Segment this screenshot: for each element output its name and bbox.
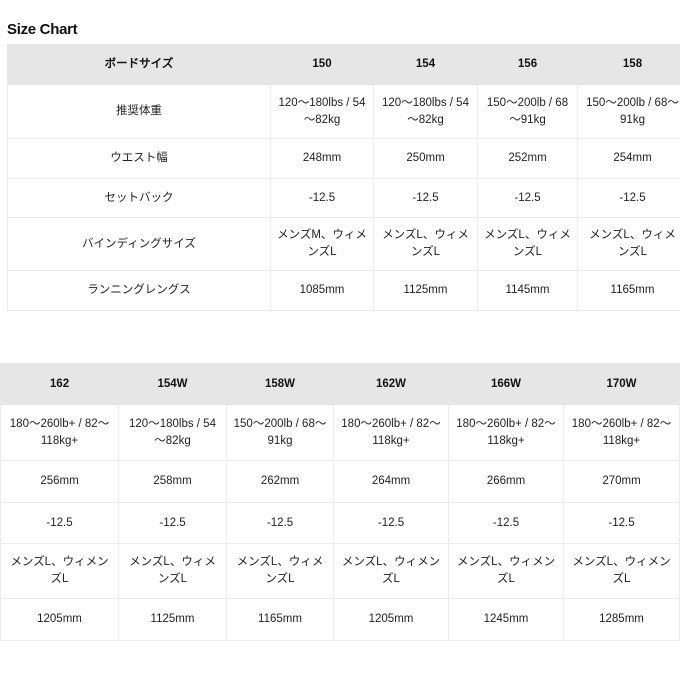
table-row: -12.5 -12.5 -12.5 -12.5 -12.5 -12.5 bbox=[0, 502, 680, 544]
column-header: 170W bbox=[563, 363, 680, 405]
column-header: 166W bbox=[448, 363, 564, 405]
table-row: メンズL、ウィメンズL メンズL、ウィメンズL メンズL、ウィメンズL メンズL、ウィ… bbox=[0, 543, 680, 599]
table-row: バインディングサイズ メンズM、ウィメンズL メンズL、ウィメンズL メンズL、ウィメ… bbox=[7, 217, 680, 271]
column-header: 154W bbox=[118, 363, 227, 405]
table-cell: 1165mm bbox=[226, 598, 334, 641]
column-header: 154 bbox=[373, 44, 478, 85]
table-cell: -12.5 bbox=[577, 178, 680, 218]
column-header: 150 bbox=[270, 44, 374, 85]
table-cell: 120～180lbs / 54～82kg bbox=[373, 84, 478, 139]
table-cell: 250mm bbox=[373, 138, 478, 179]
row-label: ランニングレングス bbox=[7, 270, 271, 311]
table-cell: 252mm bbox=[477, 138, 578, 179]
table-cell: メンズL、ウィメンズL bbox=[563, 543, 680, 599]
table-cell: 258mm bbox=[118, 460, 227, 503]
table-cell: 150～200lb / 68～91kg bbox=[577, 84, 680, 139]
table-cell: 120～180lbs / 54～82kg bbox=[118, 404, 227, 461]
table-cell: 180～260lb+ / 82～118kg+ bbox=[448, 404, 564, 461]
table-cell: メンズL、ウィメンズL bbox=[373, 217, 478, 271]
table-cell: -12.5 bbox=[477, 178, 578, 218]
table-cell: 248mm bbox=[270, 138, 374, 179]
table-cell: -12.5 bbox=[333, 502, 449, 544]
table-cell: 180～260lb+ / 82～118kg+ bbox=[563, 404, 680, 461]
table-cell: 1205mm bbox=[333, 598, 449, 641]
row-label: ウエスト幅 bbox=[7, 138, 271, 179]
column-header: 162 bbox=[0, 363, 119, 405]
table-cell: 1165mm bbox=[577, 270, 680, 311]
table-cell: 1285mm bbox=[563, 598, 680, 641]
table-row: 1205mm 1125mm 1165mm 1205mm 1245mm 1285mm bbox=[0, 598, 680, 641]
table-cell: メンズL、ウィメンズL bbox=[0, 543, 119, 599]
table-row: 推奨体重 120～180lbs / 54～82kg 120～180lbs / 54～… bbox=[7, 84, 680, 139]
table-cell: 120～180lbs / 54～82kg bbox=[270, 84, 374, 139]
table-cell: 262mm bbox=[226, 460, 334, 503]
table-row: 180～260lb+ / 82～118kg+ 120～180lbs / 54～82… bbox=[0, 404, 680, 461]
column-header: ボードサイズ bbox=[7, 44, 271, 85]
row-label: 推奨体重 bbox=[7, 84, 271, 139]
table-cell: 1245mm bbox=[448, 598, 564, 641]
table-cell: 254mm bbox=[577, 138, 680, 179]
table-cell: メンズL、ウィメンズL bbox=[118, 543, 227, 599]
table-cell: 180～260lb+ / 82～118kg+ bbox=[333, 404, 449, 461]
table-cell: -12.5 bbox=[563, 502, 680, 544]
table-cell: 1205mm bbox=[0, 598, 119, 641]
table-cell: -12.5 bbox=[448, 502, 564, 544]
table-cell: メンズL、ウィメンズL bbox=[577, 217, 680, 271]
table-row: セットバック -12.5 -12.5 -12.5 -12.5 bbox=[7, 178, 680, 218]
table-cell: 256mm bbox=[0, 460, 119, 503]
header-row: ボードサイズ 150 154 156 158 bbox=[7, 44, 680, 85]
table-cell: -12.5 bbox=[0, 502, 119, 544]
table-cell: メンズL、ウィメンズL bbox=[226, 543, 334, 599]
table-cell: -12.5 bbox=[118, 502, 227, 544]
table-cell: -12.5 bbox=[270, 178, 374, 218]
table-cell: メンズM、ウィメンズL bbox=[270, 217, 374, 271]
table-cell: 1085mm bbox=[270, 270, 374, 311]
size-chart-table-1: ボードサイズ 150 154 156 158 推奨体重 120～180lbs / 54～8… bbox=[7, 44, 680, 311]
size-chart-table-2: 162 154W 158W 162W 166W 170W 180～260lb+ / 82～… bbox=[0, 363, 680, 641]
row-label: セットバック bbox=[7, 178, 271, 218]
table-cell: 1125mm bbox=[373, 270, 478, 311]
table-cell: 180～260lb+ / 82～118kg+ bbox=[0, 404, 119, 461]
header-row: 162 154W 158W 162W 166W 170W bbox=[0, 363, 680, 405]
table-cell: メンズL、ウィメンズL bbox=[477, 217, 578, 271]
table-cell: 150～200lb / 68～91kg bbox=[226, 404, 334, 461]
table-row: 256mm 258mm 262mm 264mm 266mm 270mm bbox=[0, 460, 680, 503]
table-row: ウエスト幅 248mm 250mm 252mm 254mm bbox=[7, 138, 680, 179]
table-row: ランニングレングス 1085mm 1125mm 1145mm 1165mm bbox=[7, 270, 680, 311]
table-cell: -12.5 bbox=[226, 502, 334, 544]
row-label: バインディングサイズ bbox=[7, 217, 271, 271]
table-cell: 266mm bbox=[448, 460, 564, 503]
column-header: 162W bbox=[333, 363, 449, 405]
table-cell: 270mm bbox=[563, 460, 680, 503]
table-cell: 1145mm bbox=[477, 270, 578, 311]
page-title: Size Chart bbox=[7, 21, 78, 38]
column-header: 156 bbox=[477, 44, 578, 85]
table-cell: -12.5 bbox=[373, 178, 478, 218]
column-header: 158W bbox=[226, 363, 334, 405]
table-cell: メンズL、ウィメンズL bbox=[333, 543, 449, 599]
table-cell: 264mm bbox=[333, 460, 449, 503]
column-header: 158 bbox=[577, 44, 680, 85]
table-cell: 150～200lb / 68～91kg bbox=[477, 84, 578, 139]
table-cell: メンズL、ウィメンズL bbox=[448, 543, 564, 599]
table-cell: 1125mm bbox=[118, 598, 227, 641]
